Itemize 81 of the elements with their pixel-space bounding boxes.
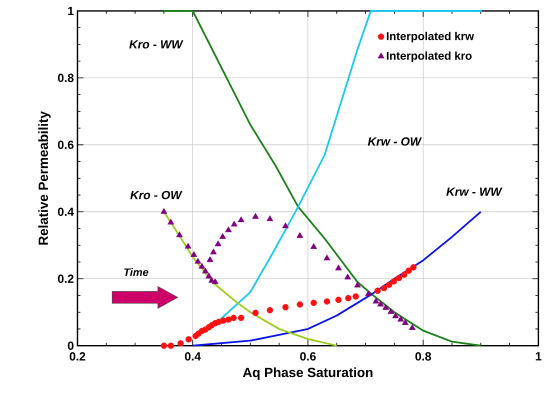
- y-axis-title: Relative Permeability: [38, 111, 51, 245]
- y-tick-label: 0.8: [58, 74, 74, 82]
- point: [252, 310, 259, 316]
- point: [184, 242, 192, 248]
- point: [206, 272, 212, 278]
- point: [219, 233, 226, 239]
- point: [310, 243, 317, 249]
- point: [345, 294, 352, 302]
- annotation: Kro - WW: [129, 40, 184, 48]
- point: [225, 316, 232, 323]
- point: [392, 312, 399, 318]
- point: [210, 248, 217, 254]
- y-tick-label: 0.2: [58, 274, 74, 283]
- point: [374, 288, 381, 294]
- point: [212, 278, 218, 284]
- annotation: Kro - OW: [130, 190, 182, 200]
- point: [238, 216, 244, 222]
- point: [400, 271, 408, 278]
- point: [380, 284, 388, 292]
- point: [266, 215, 274, 222]
- point: [352, 293, 359, 300]
- point: [198, 262, 206, 269]
- point: [390, 278, 397, 284]
- point: [190, 251, 198, 257]
- point: [388, 308, 394, 314]
- point: [177, 340, 184, 346]
- point: [225, 226, 232, 232]
- point: [282, 304, 289, 310]
- annotation: Time: [124, 268, 148, 276]
- y-tick-label: 0: [68, 341, 74, 350]
- point: [365, 290, 372, 296]
- point: [252, 212, 259, 219]
- x-tick-label: 0.8: [415, 352, 432, 360]
- y-tick-label: 1: [68, 6, 74, 15]
- y-tick-label: 0.6: [58, 140, 74, 149]
- point: [266, 306, 274, 314]
- point: [220, 317, 226, 324]
- line-series: [163, 10, 482, 346]
- point: [324, 254, 330, 260]
- point: [335, 264, 342, 270]
- point: [396, 274, 402, 282]
- legend-label: Interpolated krw: [386, 32, 474, 42]
- point: [194, 258, 202, 264]
- y-tick-label: 0.4: [58, 207, 74, 216]
- annotation: Krw - OW: [368, 137, 422, 146]
- x-axis-title: Aq Phase Saturation: [242, 367, 372, 380]
- point: [402, 319, 409, 325]
- point: [377, 300, 384, 306]
- point: [214, 240, 222, 246]
- x-tick-label: 0.6: [300, 352, 316, 360]
- point: [176, 231, 183, 238]
- legend-label: Interpolated kro: [386, 51, 472, 62]
- point: [310, 300, 317, 306]
- point: [202, 267, 209, 274]
- x-tick-label: 1: [536, 352, 542, 360]
- point: [386, 281, 392, 288]
- annotation: Krw - WW: [446, 188, 502, 196]
- point: [324, 298, 330, 305]
- point: [206, 256, 214, 262]
- point: [282, 222, 289, 228]
- point: [230, 314, 237, 321]
- point: [382, 304, 390, 310]
- point: [168, 342, 174, 349]
- point: [296, 301, 304, 308]
- point: [238, 314, 244, 321]
- point: [410, 264, 417, 270]
- point: [344, 274, 351, 280]
- x-tick-label: 0.4: [184, 352, 201, 360]
- point: [354, 282, 361, 288]
- point: [160, 342, 168, 349]
- point: [335, 296, 342, 303]
- point: [168, 218, 174, 224]
- point: [397, 316, 404, 322]
- point: [408, 324, 416, 330]
- point: [406, 267, 412, 274]
- line-series: [192, 210, 482, 346]
- point: [186, 336, 192, 342]
- point: [296, 232, 304, 238]
- point: [230, 220, 238, 226]
- point: [372, 298, 380, 304]
- point: [160, 208, 168, 214]
